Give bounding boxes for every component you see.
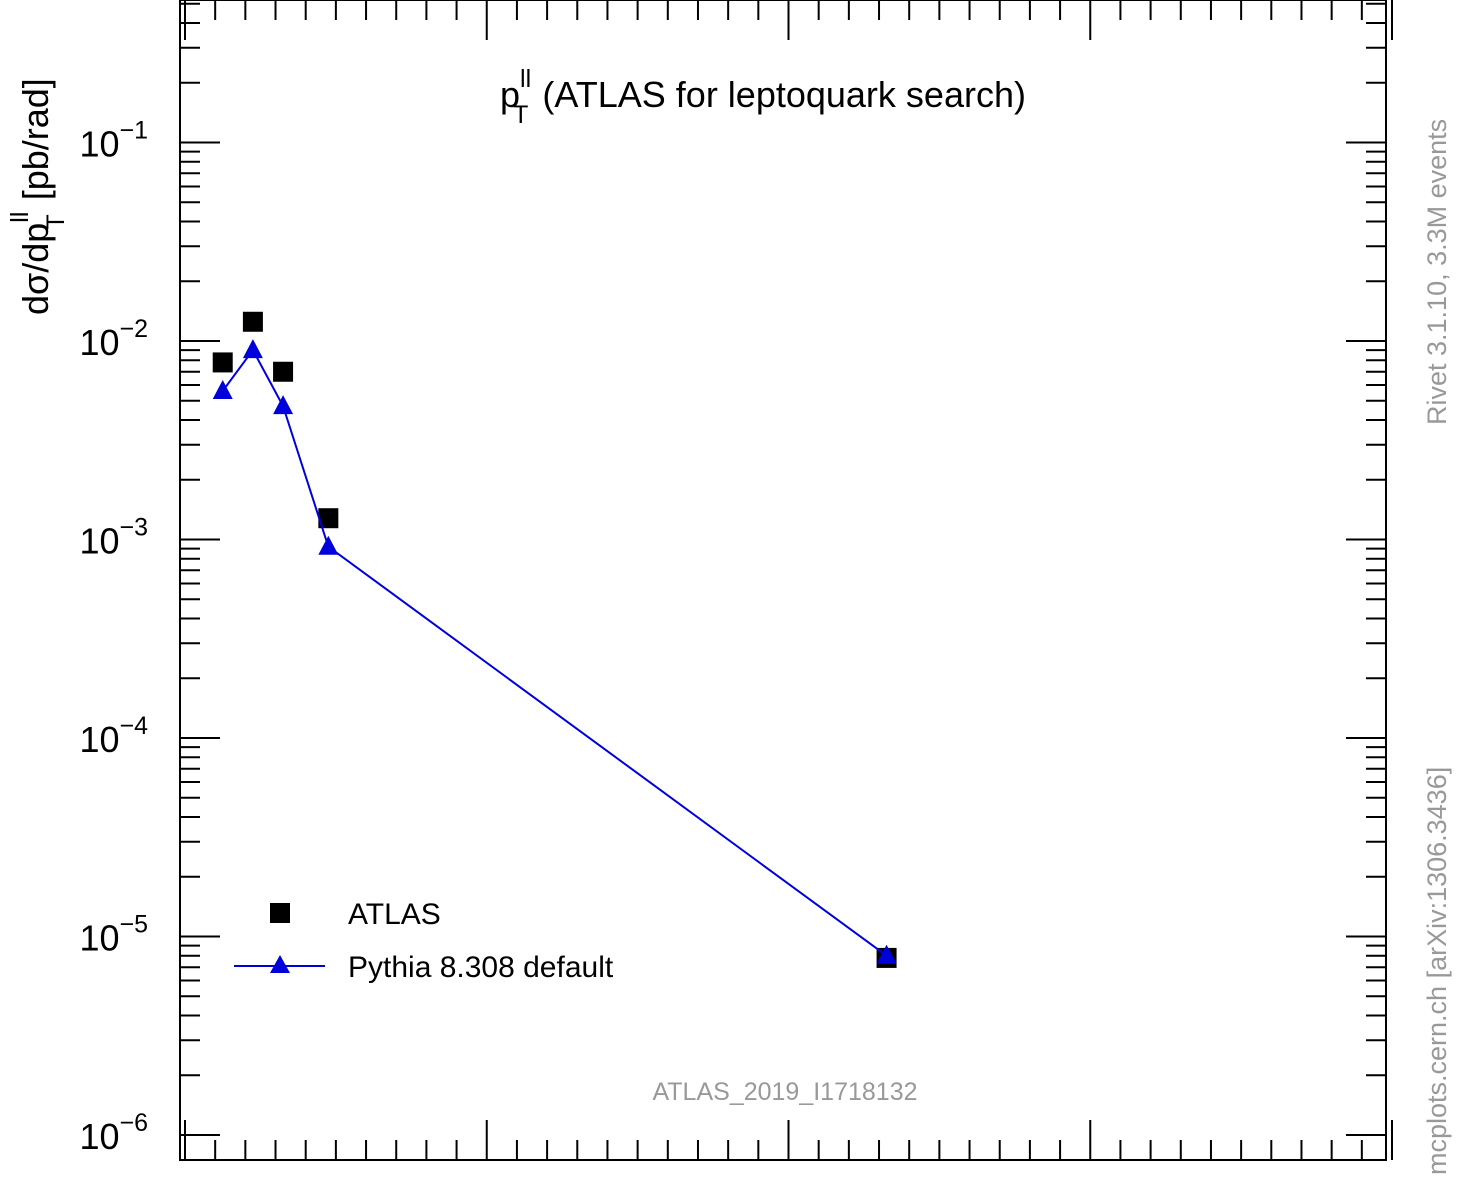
legend-atlas-marker [270,903,290,923]
data-point-square [212,352,233,373]
plot-frame [179,0,1387,1161]
y-tick-label: 10−4 [79,712,148,760]
y-axis-label-rest: [pb/rad] [15,78,56,210]
y-tick-label: 10−1 [79,117,148,165]
chart-title: pll T (ATLAS for leptoquark search) [500,65,1026,129]
y-axis-label: dσ/dpll T [pb/rad] [6,78,70,315]
y-axis-label-main: dσ/dp [15,223,56,315]
series-pythia [212,339,897,964]
chart-title-sup: ll [520,65,531,93]
analysis-label: ATLAS_2019_I1718132 [652,1078,917,1106]
chart-title-main: p [500,74,520,115]
data-point-triangle [273,395,294,415]
data-point-square [318,508,339,529]
chart-title-rest: (ATLAS for leptoquark search) [532,74,1026,115]
y-tick-label: 10−3 [79,514,148,562]
data-point-triangle [212,379,233,399]
chart-title-sub: T [513,101,528,129]
y-axis-label-sup: ll [6,212,34,223]
y-tick-label: 10−2 [79,315,148,363]
legend-pythia-marker [270,955,290,973]
data-point-square [273,361,294,382]
data-point-triangle [318,535,339,555]
y-tick-label: 10−6 [79,1109,148,1157]
y-tick-labels: 10−6 10−5 10−4 10−3 10−2 10−1 [79,117,148,1158]
side-text-bottom: mcplots.cern.ch [arXiv:1306.3436] [1422,767,1452,1175]
minor-ticks [180,0,1386,1160]
side-text-top: Rivet 3.1.10, 3.3M events [1422,119,1452,425]
y-tick-label: 10−5 [79,911,148,959]
legend-pythia-label: Pythia 8.308 default [348,951,614,984]
major-ticks [180,0,1394,1160]
data-point-triangle [876,944,897,964]
legend: ATLAS Pythia 8.308 default [234,898,614,984]
data-point-triangle [242,339,263,359]
y-axis-label-sub: T [42,214,70,229]
data-point-square [242,311,263,332]
series-layer [212,311,897,968]
legend-atlas-label: ATLAS [348,898,441,931]
